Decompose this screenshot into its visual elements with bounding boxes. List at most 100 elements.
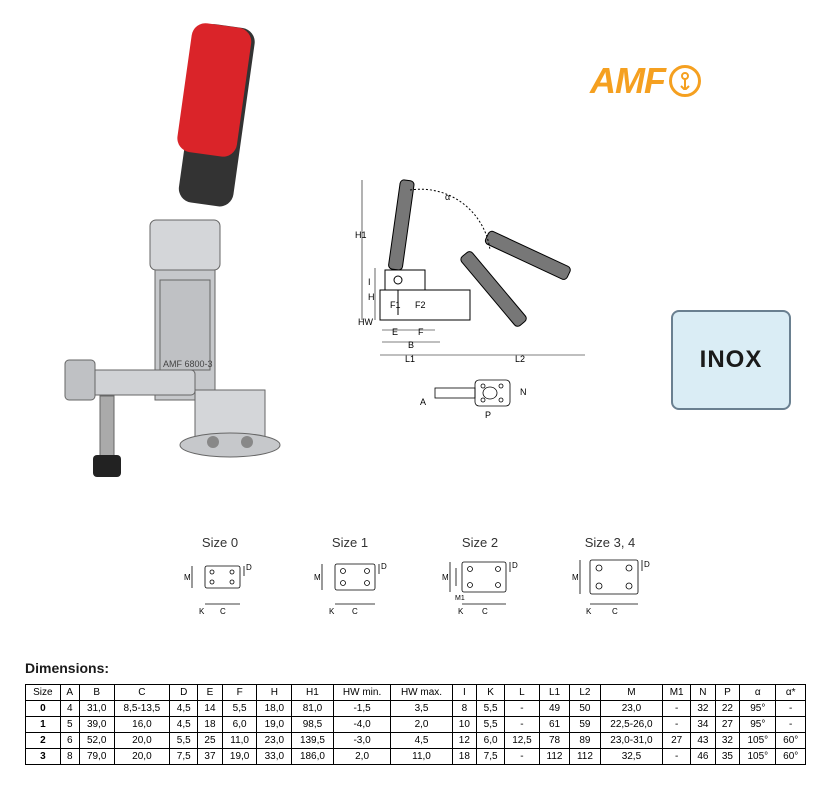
amf-logo: AMF xyxy=(590,60,701,102)
table-cell: 3 xyxy=(26,749,61,765)
table-cell: 5,5 xyxy=(477,717,505,733)
table-cell: 98,5 xyxy=(292,717,334,733)
svg-text:E: E xyxy=(392,327,398,337)
svg-text:M: M xyxy=(184,573,191,582)
table-header: C xyxy=(114,685,170,701)
table-cell: 105° xyxy=(740,733,776,749)
table-header: K xyxy=(477,685,505,701)
svg-text:L1: L1 xyxy=(405,354,415,364)
table-cell: 19,0 xyxy=(222,749,257,765)
table-cell: 112 xyxy=(539,749,569,765)
svg-text:α: α xyxy=(445,192,450,202)
svg-text:D: D xyxy=(381,562,387,571)
svg-text:M: M xyxy=(314,573,321,582)
table-cell: 60° xyxy=(776,749,806,765)
table-cell: 49 xyxy=(539,701,569,717)
dimensions-table: SizeABCDEFHH1HW min.HW max.IKLL1L2MM1NPα… xyxy=(25,684,806,765)
table-header: I xyxy=(452,685,477,701)
table-header: L1 xyxy=(539,685,569,701)
table-header: B xyxy=(79,685,114,701)
size-1-drawing: M D K C xyxy=(310,556,390,626)
size-1-label: Size 1 xyxy=(310,535,390,550)
svg-text:M: M xyxy=(442,573,449,582)
svg-text:N: N xyxy=(520,387,527,397)
table-cell: 8,5-13,5 xyxy=(114,701,170,717)
table-header: HW max. xyxy=(391,685,452,701)
svg-text:L2: L2 xyxy=(515,354,525,364)
table-cell: -4,0 xyxy=(333,717,391,733)
table-cell: 79,0 xyxy=(79,749,114,765)
svg-text:H1: H1 xyxy=(355,230,367,240)
table-cell: 59 xyxy=(570,717,600,733)
table-cell: 2,0 xyxy=(333,749,391,765)
table-cell: 60° xyxy=(776,733,806,749)
svg-text:D: D xyxy=(512,561,518,570)
table-cell: 11,0 xyxy=(391,749,452,765)
size-0-block: Size 0 M D K C xyxy=(180,535,260,631)
table-cell: 61 xyxy=(539,717,569,733)
table-cell: 22,5-26,0 xyxy=(600,717,663,733)
product-photo: AMF 6800-3 xyxy=(55,20,305,510)
table-header: A xyxy=(60,685,79,701)
table-cell: 39,0 xyxy=(79,717,114,733)
table-cell: - xyxy=(505,749,540,765)
table-cell: 6,0 xyxy=(222,717,257,733)
table-cell: 81,0 xyxy=(292,701,334,717)
table-cell: 32,5 xyxy=(600,749,663,765)
table-cell: 23,0-31,0 xyxy=(600,733,663,749)
table-header: E xyxy=(198,685,223,701)
table-cell: 95° xyxy=(740,701,776,717)
svg-text:A: A xyxy=(420,397,426,407)
svg-text:K: K xyxy=(199,607,205,616)
table-cell: 105° xyxy=(740,749,776,765)
svg-text:K: K xyxy=(329,607,335,616)
table-cell: 6,0 xyxy=(477,733,505,749)
size-2-drawing: M M1 D K C xyxy=(440,556,520,626)
table-cell: 11,0 xyxy=(222,733,257,749)
svg-text:HW: HW xyxy=(358,317,373,327)
table-cell: 8 xyxy=(60,749,79,765)
table-cell: 4,5 xyxy=(170,701,198,717)
dimensions-section: Dimensions: SizeABCDEFHH1HW min.HW max.I… xyxy=(25,660,806,765)
table-header: L2 xyxy=(570,685,600,701)
table-cell: 12 xyxy=(452,733,477,749)
inox-label: INOX xyxy=(700,346,763,374)
table-header: N xyxy=(691,685,716,701)
table-cell: 95° xyxy=(740,717,776,733)
svg-text:F: F xyxy=(418,327,424,337)
table-cell: 31,0 xyxy=(79,701,114,717)
svg-text:C: C xyxy=(482,607,488,616)
table-cell: 43 xyxy=(691,733,716,749)
table-cell: - xyxy=(776,701,806,717)
svg-text:K: K xyxy=(458,607,464,616)
table-cell: 5,5 xyxy=(477,701,505,717)
table-header: Size xyxy=(26,685,61,701)
table-cell: 18 xyxy=(198,717,223,733)
inox-badge: INOX xyxy=(671,310,791,410)
table-header: α xyxy=(740,685,776,701)
svg-text:C: C xyxy=(220,607,226,616)
table-cell: 6 xyxy=(60,733,79,749)
table-cell: 50 xyxy=(570,701,600,717)
top-section: AMF 6800-3 AMF H1 xyxy=(0,0,831,500)
svg-text:F2: F2 xyxy=(415,300,426,310)
svg-text:H: H xyxy=(368,292,375,302)
table-cell: 20,0 xyxy=(114,733,170,749)
table-header: P xyxy=(715,685,740,701)
table-header: α* xyxy=(776,685,806,701)
size-2-label: Size 2 xyxy=(440,535,520,550)
table-cell: 33,0 xyxy=(257,749,292,765)
table-header: F xyxy=(222,685,257,701)
table-cell: -3,0 xyxy=(333,733,391,749)
table-cell: 32 xyxy=(691,701,716,717)
table-cell: 7,5 xyxy=(477,749,505,765)
table-cell: 4,5 xyxy=(170,717,198,733)
product-marking: AMF 6800-3 xyxy=(163,359,213,369)
size-34-block: Size 3, 4 M D K C xyxy=(570,535,650,631)
table-cell: 16,0 xyxy=(114,717,170,733)
table-cell: 23,0 xyxy=(600,701,663,717)
table-cell: 20,0 xyxy=(114,749,170,765)
table-cell: - xyxy=(663,749,691,765)
table-cell: 27 xyxy=(663,733,691,749)
svg-text:M1: M1 xyxy=(455,595,465,602)
